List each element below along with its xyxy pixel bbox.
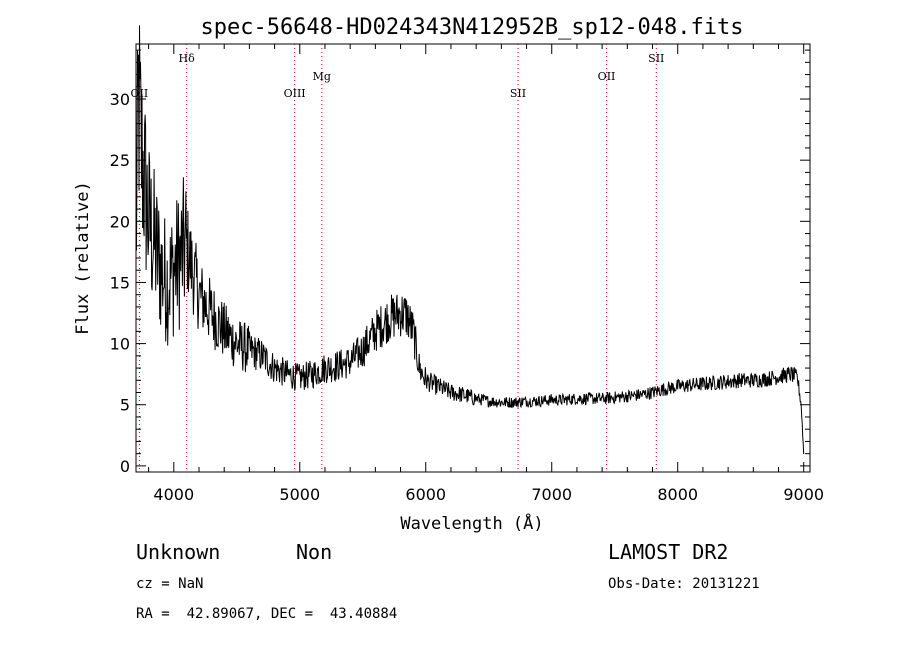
x-tick-label: 9000 [783,485,824,504]
x-tick-label: 7000 [531,485,572,504]
y-axis: 0 5 10 15 20 25 30 [110,49,810,476]
y-axis-label: Flux (relative) [73,181,93,335]
y-tick-label: 15 [110,273,130,292]
y-tick-label: 20 [110,212,130,231]
x-tick-label: 5000 [279,485,320,504]
coordinates-text: RA = 42.89067, DEC = 43.40884 [136,606,398,622]
y-tick-label: 0 [120,457,130,476]
emission-line-label: Mg [313,70,331,83]
emission-line-label: OIII [284,87,306,100]
spectrum-series [135,25,805,455]
x-axis-label: Wavelength (Å) [400,512,543,534]
class-label: Unknown [136,540,221,564]
x-tick-label: 4000 [153,485,194,504]
emission-line-label: SII [510,87,526,100]
x-tick-label: 8000 [657,485,698,504]
x-tick-label: 6000 [405,485,446,504]
chart-title: spec-56648-HD024343N412952B_sp12-048.fit… [200,15,743,40]
y-tick-label: 5 [120,396,130,415]
survey-label: LAMOST DR2 [608,540,729,564]
emission-line-label: SII [648,52,664,65]
plot-frame [135,43,811,473]
spectrum-line [135,25,805,455]
y-tick-label: 10 [110,335,130,354]
y-tick-label: 25 [110,151,130,170]
x-axis: 4000 5000 6000 7000 8000 9000 [148,44,824,504]
emission-line-label: OII [598,70,616,83]
redshift-text: cz = NaN [136,576,204,592]
emission-line-label: Hδ [179,52,196,65]
y-tick-label: 30 [110,90,130,109]
subclass-label: Non [296,540,333,564]
obs-date-text: Obs-Date: 20131221 [608,576,760,592]
